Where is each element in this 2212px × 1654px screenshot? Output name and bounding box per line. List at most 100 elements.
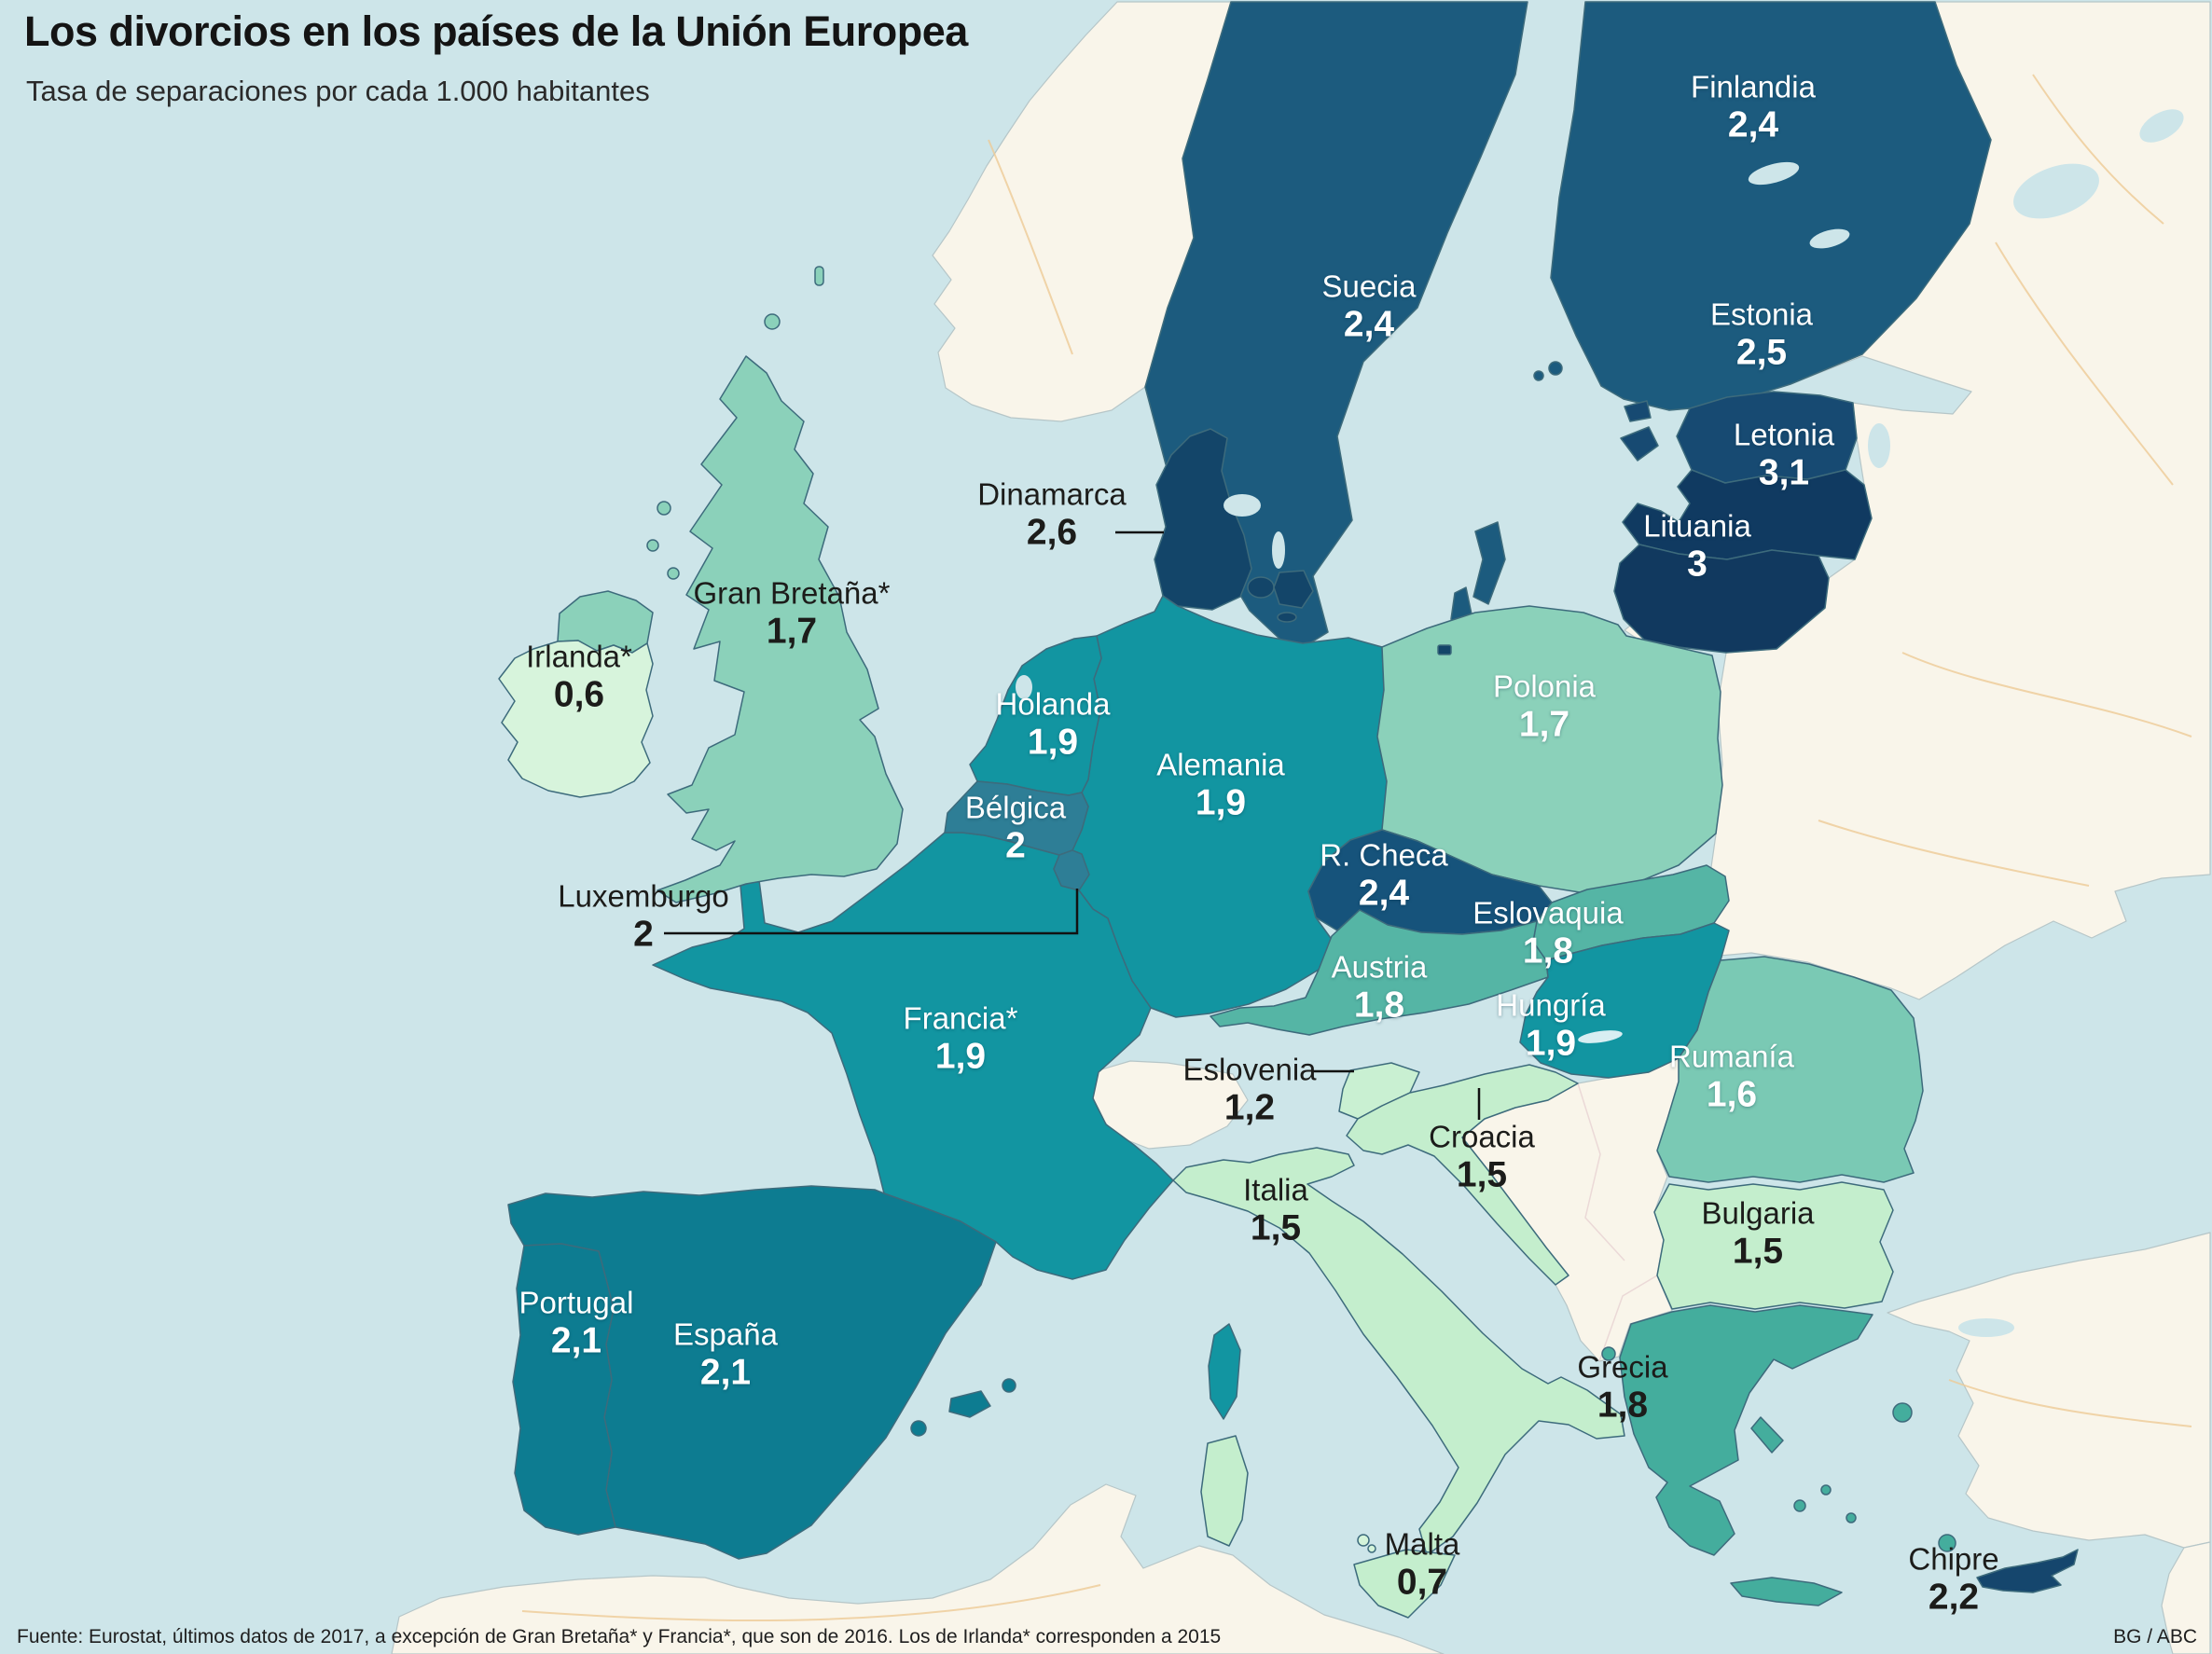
country-name: Eslovaquia — [1472, 895, 1624, 930]
country-value: 2,5 — [1735, 332, 1788, 373]
island-sardinia — [1200, 1435, 1249, 1547]
country-name: Alemania — [1156, 747, 1285, 782]
country-label-eslovenia: Eslovenia 1,2 — [1182, 1053, 1316, 1129]
island-cyclades-3 — [1846, 1512, 1857, 1523]
country-name: Lituania — [1643, 508, 1751, 544]
island-funen — [1247, 576, 1275, 599]
country-value: 1,9 — [934, 1036, 987, 1077]
country-shape-croacia — [1346, 1064, 1579, 1286]
country-label-r-checa: R. Checa 2,4 — [1320, 837, 1448, 915]
island-rhodes — [1938, 1534, 1956, 1552]
country-label-espana: España 2,1 — [673, 1316, 778, 1394]
country-name: Hungría — [1496, 987, 1606, 1023]
island-hiiumaa — [1624, 400, 1652, 422]
country-label-estonia: Estonia 2,5 — [1709, 296, 1814, 374]
country-name: Francia* — [903, 1000, 1018, 1036]
island-hebrides-2 — [646, 539, 659, 552]
country-value: 0,6 — [553, 674, 605, 715]
country-label-letonia: Letonia 3,1 — [1733, 417, 1835, 494]
admin-border-line — [1598, 1275, 1658, 1362]
country-value: 2,6 — [1026, 512, 1078, 553]
island-crete — [1730, 1577, 1843, 1606]
country-name: Portugal — [518, 1285, 634, 1320]
country-label-lituania: Lituania 3 — [1643, 508, 1751, 586]
country-value: 0,7 — [1396, 1562, 1448, 1603]
island-saaremaa — [1620, 426, 1659, 462]
country-value: 2 — [633, 914, 654, 955]
page-subtitle: Tasa de separaciones por cada 1.000 habi… — [26, 75, 650, 107]
country-value: 3 — [1687, 544, 1707, 585]
island-gotland — [1472, 521, 1506, 605]
country-label-belgica: Bélgica 2 — [964, 790, 1067, 867]
lake-ijsselmeer — [1016, 675, 1032, 699]
country-name: España — [673, 1316, 778, 1352]
country-shape-belgica — [944, 780, 1089, 856]
country-shape-gran-bretana — [657, 355, 904, 903]
country-value: 1,2 — [1224, 1087, 1276, 1128]
road-texture-group — [521, 74, 2192, 1621]
country-value: 1,7 — [1518, 704, 1570, 745]
road-line — [2032, 74, 2164, 225]
page-title: Los divorcios en los países de la Unión … — [24, 7, 968, 55]
country-name: Malta — [1384, 1526, 1460, 1562]
country-label-austria: Austria 1,8 — [1331, 949, 1428, 1027]
lake-finland-2 — [1809, 228, 1850, 249]
admin-border-line — [1577, 1082, 1625, 1261]
country-value: 1,8 — [1353, 985, 1405, 1026]
country-shape-grecia — [1619, 1304, 1873, 1556]
country-shape-malta — [1357, 1534, 1370, 1547]
country-value: 2 — [1005, 825, 1026, 866]
leader-lines-group — [664, 531, 1481, 1120]
lake-finland-1 — [1748, 161, 1800, 186]
country-value: 2,4 — [1358, 873, 1410, 914]
country-name: Italia — [1243, 1172, 1308, 1207]
lake-onega — [2139, 109, 2184, 143]
country-label-croacia: Croacia 1,5 — [1429, 1120, 1535, 1196]
country-value: 2,1 — [550, 1320, 602, 1361]
country-label-luxemburgo: Luxemburgo 2 — [558, 879, 728, 956]
country-shape-irlanda — [498, 640, 654, 798]
country-name: Dinamarca — [977, 476, 1127, 512]
country-name: Austria — [1331, 949, 1428, 985]
country-shape-portugal — [512, 1243, 616, 1536]
island-aland-2 — [1533, 370, 1544, 381]
credit-note: BG / ABC — [2113, 1626, 2197, 1647]
country-value: 1,8 — [1522, 930, 1574, 972]
country-label-alemania: Alemania 1,9 — [1156, 747, 1285, 824]
country-name: Bulgaria — [1701, 1195, 1815, 1231]
country-label-portugal: Portugal 2,1 — [518, 1285, 634, 1362]
country-name: Finlandia — [1691, 69, 1816, 104]
country-value: 1,6 — [1706, 1074, 1758, 1115]
island-orkney — [764, 313, 781, 330]
country-label-polonia: Polonia 1,7 — [1493, 669, 1596, 746]
country-name: Suecia — [1321, 269, 1417, 304]
island-ibiza — [910, 1420, 927, 1437]
country-label-grecia: Grecia 1,8 — [1577, 1349, 1668, 1427]
island-aland — [1548, 361, 1563, 376]
island-lolland — [1277, 612, 1297, 623]
country-shape-chipre — [1976, 1549, 2079, 1593]
country-shape-suecia — [1144, 1, 1528, 654]
country-label-bulgaria: Bulgaria 1,5 — [1701, 1195, 1815, 1273]
country-name: Bélgica — [964, 790, 1067, 825]
country-label-hungria: Hungría 1,9 — [1496, 987, 1606, 1065]
country-name: R. Checa — [1320, 837, 1448, 873]
country-label-rumania: Rumanía 1,6 — [1669, 1039, 1794, 1116]
country-name: Grecia — [1577, 1349, 1668, 1385]
country-value: 2,4 — [1727, 104, 1779, 145]
country-name: Letonia — [1733, 417, 1835, 452]
country-name: Irlanda* — [526, 639, 632, 674]
sea-marmara — [1958, 1318, 2014, 1337]
country-name: Rumanía — [1669, 1039, 1794, 1074]
country-shape-dinamarca — [1154, 428, 1252, 611]
country-shape-luxemburgo — [1053, 849, 1090, 891]
country-value: 2,4 — [1343, 304, 1395, 345]
island-bornholm — [1437, 644, 1452, 655]
country-value: 1,9 — [1027, 722, 1079, 763]
lake-balaton — [1578, 1030, 1623, 1043]
country-name: Estonia — [1709, 296, 1814, 332]
country-value: 1,5 — [1250, 1207, 1302, 1248]
road-line — [1995, 241, 2174, 486]
